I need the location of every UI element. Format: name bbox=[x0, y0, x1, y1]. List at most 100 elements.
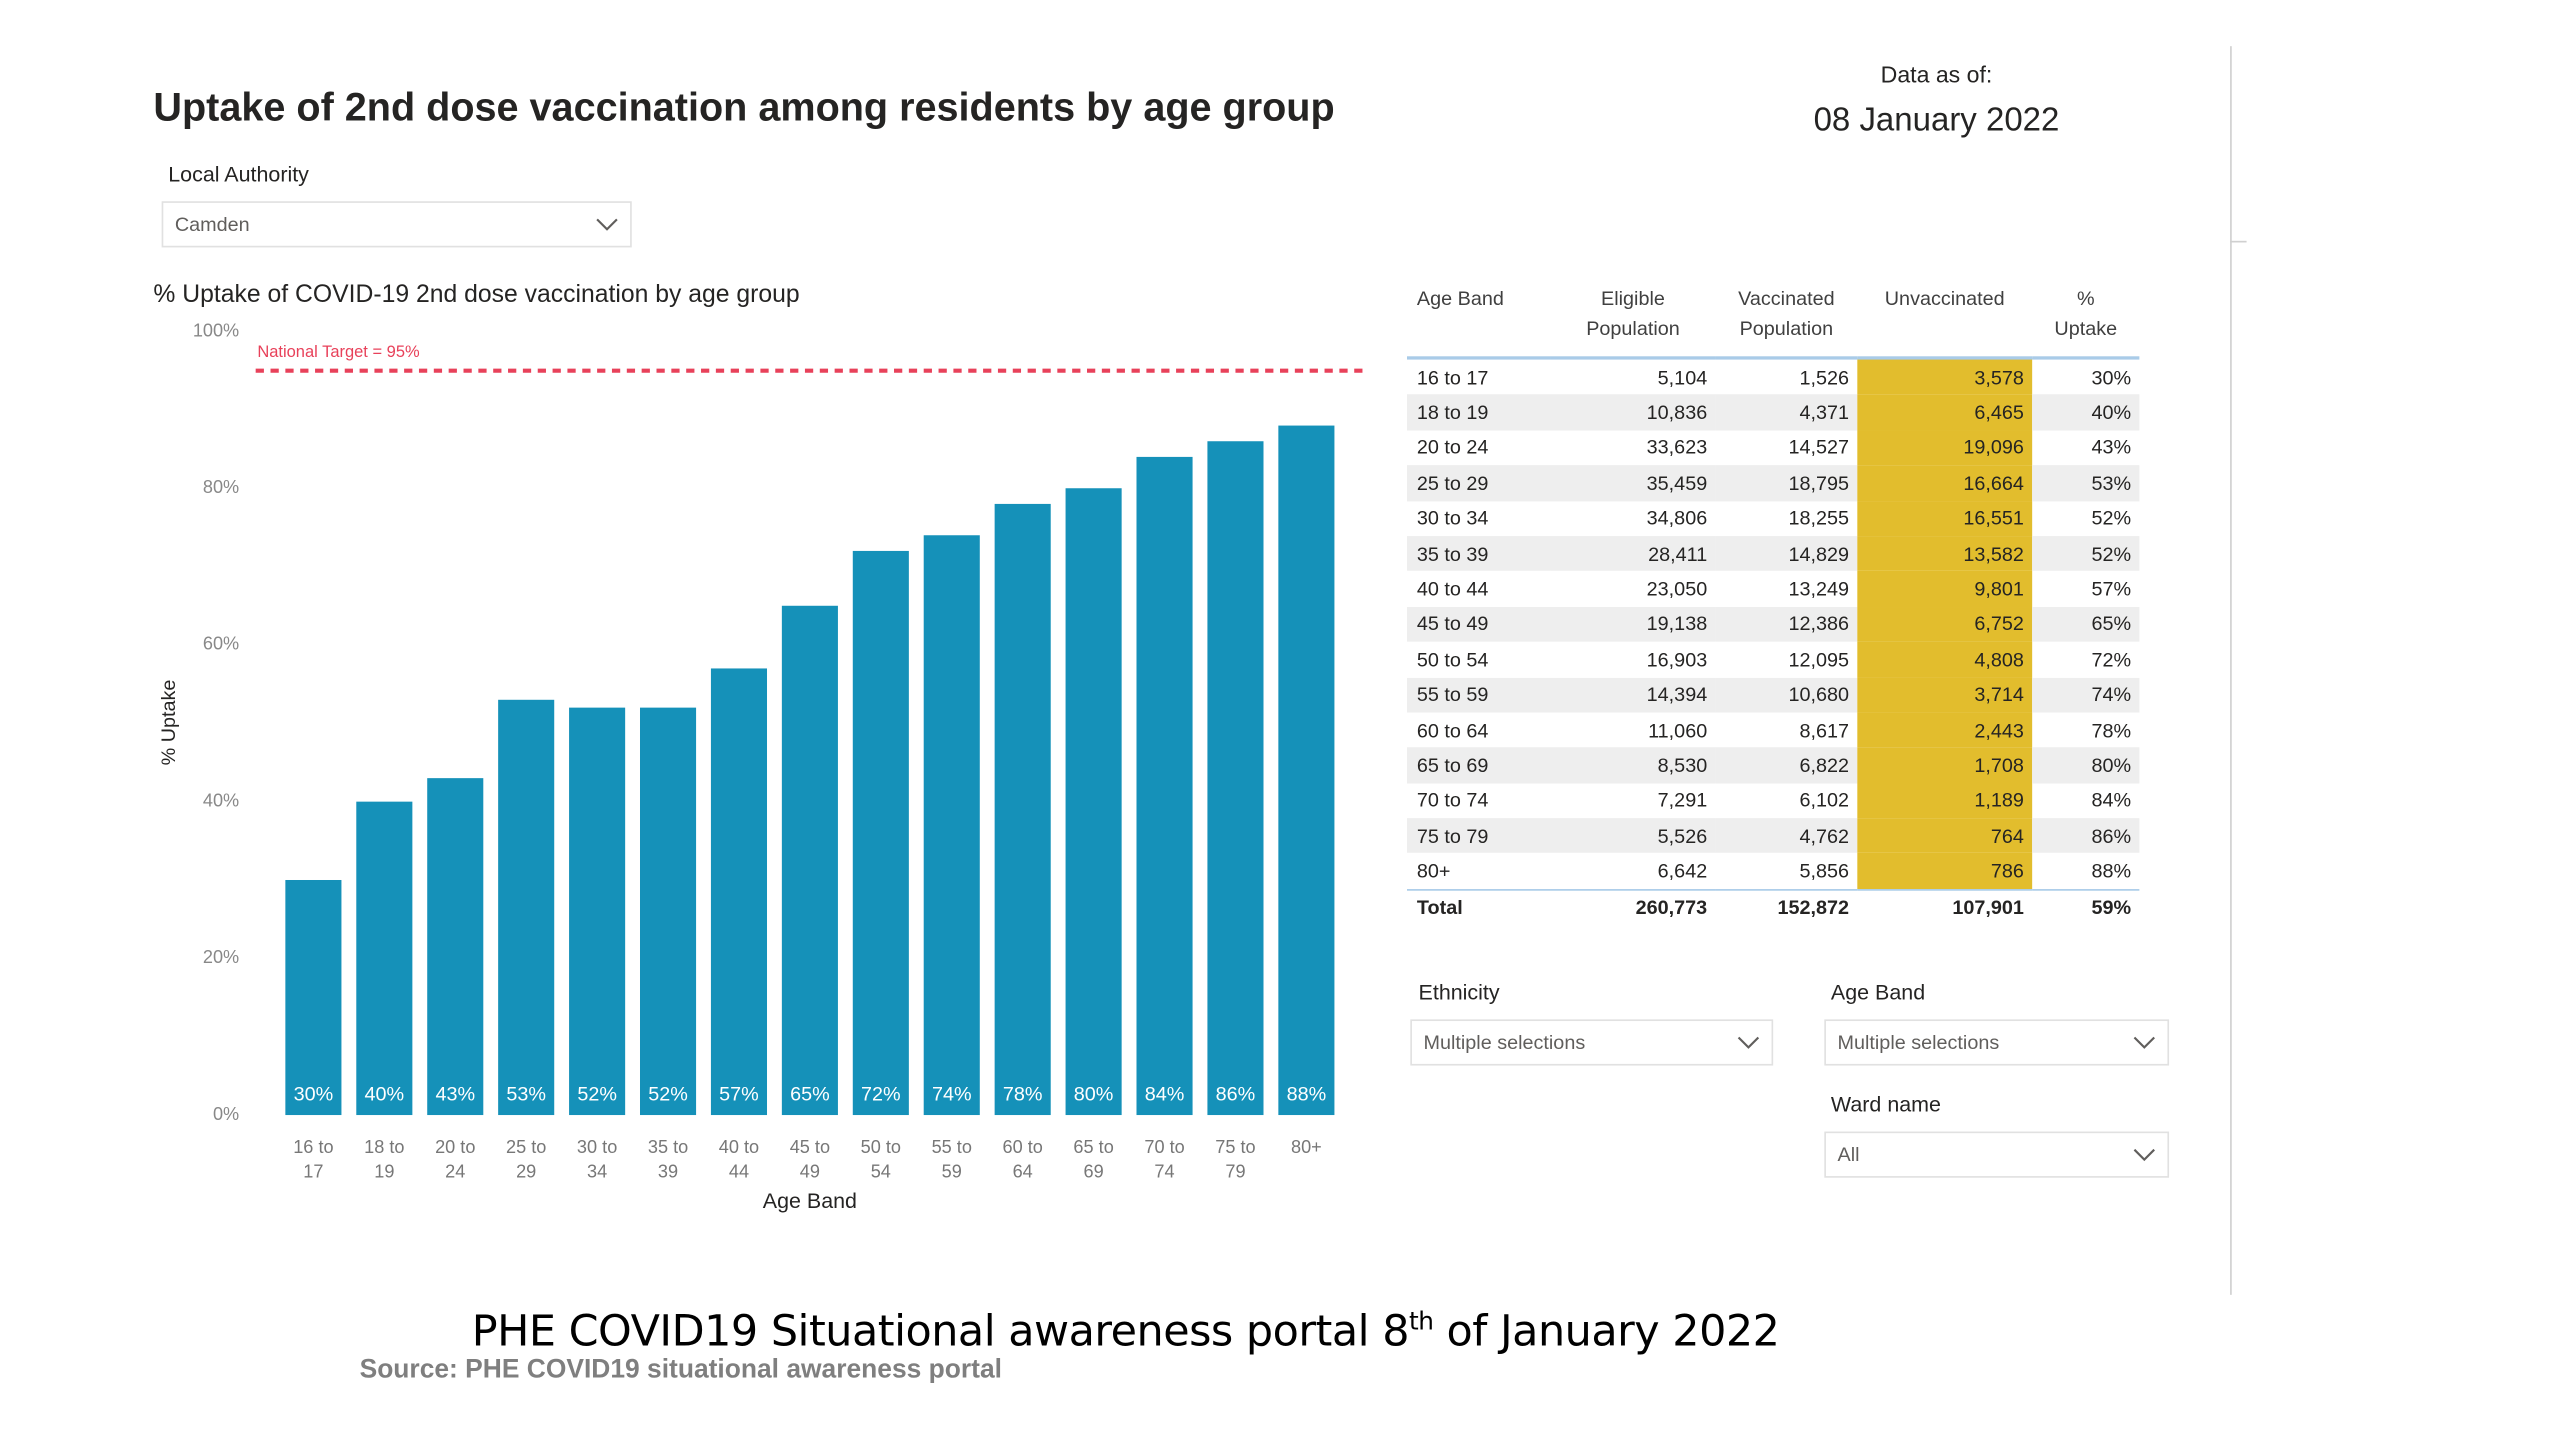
table-cell: 14,527 bbox=[1788, 436, 1850, 460]
bar bbox=[569, 707, 626, 1116]
table-cell: 43% bbox=[2091, 436, 2132, 460]
table-row: 16 to 17 5,104 1,526 3,578 30% bbox=[1407, 357, 2139, 395]
table-cell: 16 to 17 bbox=[1416, 365, 1489, 389]
table-cell: 12,095 bbox=[1788, 647, 1850, 672]
source-note: Source: PHE COVID19 situational awarenes… bbox=[359, 1355, 1002, 1384]
filter-label: Age Band bbox=[1830, 979, 1926, 1005]
x-tick-label: 70 to 74 bbox=[1144, 1138, 1185, 1183]
x-tick-label-box: 20 to 24 bbox=[435, 1138, 476, 1183]
table-cell: 30 to 34 bbox=[1416, 506, 1489, 530]
chart: % Uptake of COVID-19 2nd dose vaccinatio… bbox=[153, 281, 1366, 1213]
x-tick-label-box: 65 to 69 bbox=[1073, 1138, 1114, 1183]
table-cell: 16,903 bbox=[1646, 647, 1708, 672]
table-row: 18 to 19 10,836 4,371 6,465 40% bbox=[1407, 394, 2140, 431]
table-cell: 9,801 bbox=[1857, 571, 2033, 607]
table-cell: 52% bbox=[2091, 506, 2132, 530]
dropdown[interactable]: Camden bbox=[161, 201, 632, 248]
x-tick-label-box: 30 to 34 bbox=[576, 1138, 618, 1183]
table-cell: 7,291 bbox=[1657, 789, 1708, 813]
bar bbox=[1207, 441, 1264, 1116]
table-cell: 35 to 39 bbox=[1407, 536, 1551, 572]
dropdown-value: Multiple selections bbox=[1837, 1030, 2000, 1055]
bar bbox=[1278, 425, 1335, 1116]
caption-text: PHE COVID19 Situational awareness portal… bbox=[471, 1307, 1410, 1357]
table-cell: 2,443 bbox=[1857, 712, 2033, 748]
bar bbox=[285, 879, 342, 1116]
table-cell: 65% bbox=[2032, 606, 2140, 642]
bar bbox=[923, 535, 980, 1116]
table-cell: 12,386 bbox=[1715, 606, 1858, 642]
table-cell: 6,102 bbox=[1799, 789, 1850, 813]
divider bbox=[2230, 46, 2232, 1295]
chevron bbox=[2133, 1036, 2155, 1049]
bar bbox=[1136, 456, 1193, 1116]
x-tick-label-box: 55 to 59 bbox=[932, 1138, 972, 1183]
dropdown[interactable]: Multiple selections bbox=[1824, 1019, 2170, 1066]
table-cell: 35,459 bbox=[1550, 465, 1716, 501]
column-header: Eligible Population bbox=[1551, 284, 1716, 358]
filter-label: Ethnicity bbox=[1418, 979, 1500, 1005]
table-cell: 6,752 bbox=[1857, 606, 2033, 642]
x-tick-label: 65 to 69 bbox=[1073, 1138, 1114, 1183]
table-cell: 5,104 bbox=[1657, 365, 1708, 389]
table-cell: 1,526 bbox=[1799, 365, 1850, 389]
dropdown-value: All bbox=[1837, 1143, 1860, 1167]
table-cell: 786 bbox=[1857, 853, 2033, 890]
y-tick-label: 20% bbox=[203, 947, 239, 967]
table-cell: 18,795 bbox=[1715, 465, 1858, 501]
caption-sup: th bbox=[1408, 1306, 1434, 1337]
table-row: 65 to 69 8,530 6,822 1,708 80% bbox=[1407, 747, 2140, 783]
data-label: 74% bbox=[932, 1083, 972, 1105]
dropdown[interactable]: Multiple selections bbox=[1410, 1019, 1774, 1066]
column-header-text: % Uptake bbox=[2054, 287, 2118, 340]
caption: PHE COVID19 Situational awareness portal… bbox=[472, 1306, 1780, 1357]
table-cell: 60 to 64 bbox=[1416, 718, 1489, 742]
table-cell: 53% bbox=[2032, 465, 2140, 501]
column-header-text: Eligible Population bbox=[1586, 287, 1680, 340]
y-tick-label: 0% bbox=[213, 1104, 239, 1124]
data-as-of-label: Data as of: bbox=[1880, 61, 1993, 88]
table-cell: 52% bbox=[2032, 536, 2140, 572]
table-cell: 3,714 bbox=[1857, 677, 2033, 713]
table-cell: 4,808 bbox=[1857, 641, 2033, 678]
table-cell: 72% bbox=[2091, 647, 2132, 672]
table-cell: 80+ bbox=[1416, 859, 1451, 883]
bar bbox=[639, 707, 697, 1116]
table-cell: 78% bbox=[2091, 718, 2132, 742]
table-cell: 18,255 bbox=[1788, 506, 1850, 530]
chevron bbox=[2133, 1148, 2155, 1162]
table-row: 20 to 24 33,623 14,527 19,096 43% bbox=[1407, 430, 2139, 466]
x-tick-label-box: 18 to 19 bbox=[364, 1138, 404, 1183]
table-cell: 20 to 24 bbox=[1416, 436, 1489, 460]
bar bbox=[1065, 488, 1122, 1116]
table-cell: 4,371 bbox=[1715, 394, 1858, 431]
x-tick-label: 20 to 24 bbox=[435, 1138, 476, 1183]
chevron bbox=[596, 218, 618, 231]
bar bbox=[710, 668, 768, 1116]
x-tick-label-box: 16 to 17 bbox=[293, 1138, 333, 1183]
column-header: Unvaccinated bbox=[1857, 284, 2032, 358]
table-cell: 5,856 bbox=[1799, 859, 1850, 883]
total-cell: 152,872 bbox=[1777, 895, 1850, 919]
caption-text: of January 2022 bbox=[1433, 1307, 1780, 1357]
column-header-text: Age Band bbox=[1416, 287, 1504, 311]
table-cell: 8,530 bbox=[1550, 747, 1716, 783]
table-cell: 50 to 54 bbox=[1416, 647, 1489, 672]
column-header-text: Vaccinated Population bbox=[1738, 287, 1835, 340]
x-tick-label-box: 40 to 44 bbox=[719, 1138, 759, 1183]
dropdown[interactable]: All bbox=[1824, 1131, 2170, 1178]
table-row: 80+ 6,642 5,856 786 88% bbox=[1407, 853, 2139, 890]
x-tick-label: 30 to 34 bbox=[576, 1138, 618, 1183]
table-cell: 28,411 bbox=[1550, 536, 1716, 572]
table-row: 55 to 59 14,394 10,680 3,714 74% bbox=[1407, 677, 2140, 713]
x-tick-label: 75 to 79 bbox=[1215, 1138, 1256, 1183]
table-cell: 11,060 bbox=[1648, 718, 1708, 742]
table-row: 45 to 49 19,138 12,386 6,752 65% bbox=[1407, 606, 2140, 642]
total-cell: Total bbox=[1416, 895, 1463, 919]
column-header: Vaccinated Population bbox=[1715, 284, 1857, 358]
bar bbox=[427, 778, 484, 1116]
table-cell: 40 to 44 bbox=[1416, 577, 1489, 601]
table-cell: 10,836 bbox=[1550, 394, 1716, 431]
x-tick-label: 25 to 29 bbox=[506, 1138, 547, 1183]
table-cell: 65 to 69 bbox=[1407, 747, 1551, 783]
